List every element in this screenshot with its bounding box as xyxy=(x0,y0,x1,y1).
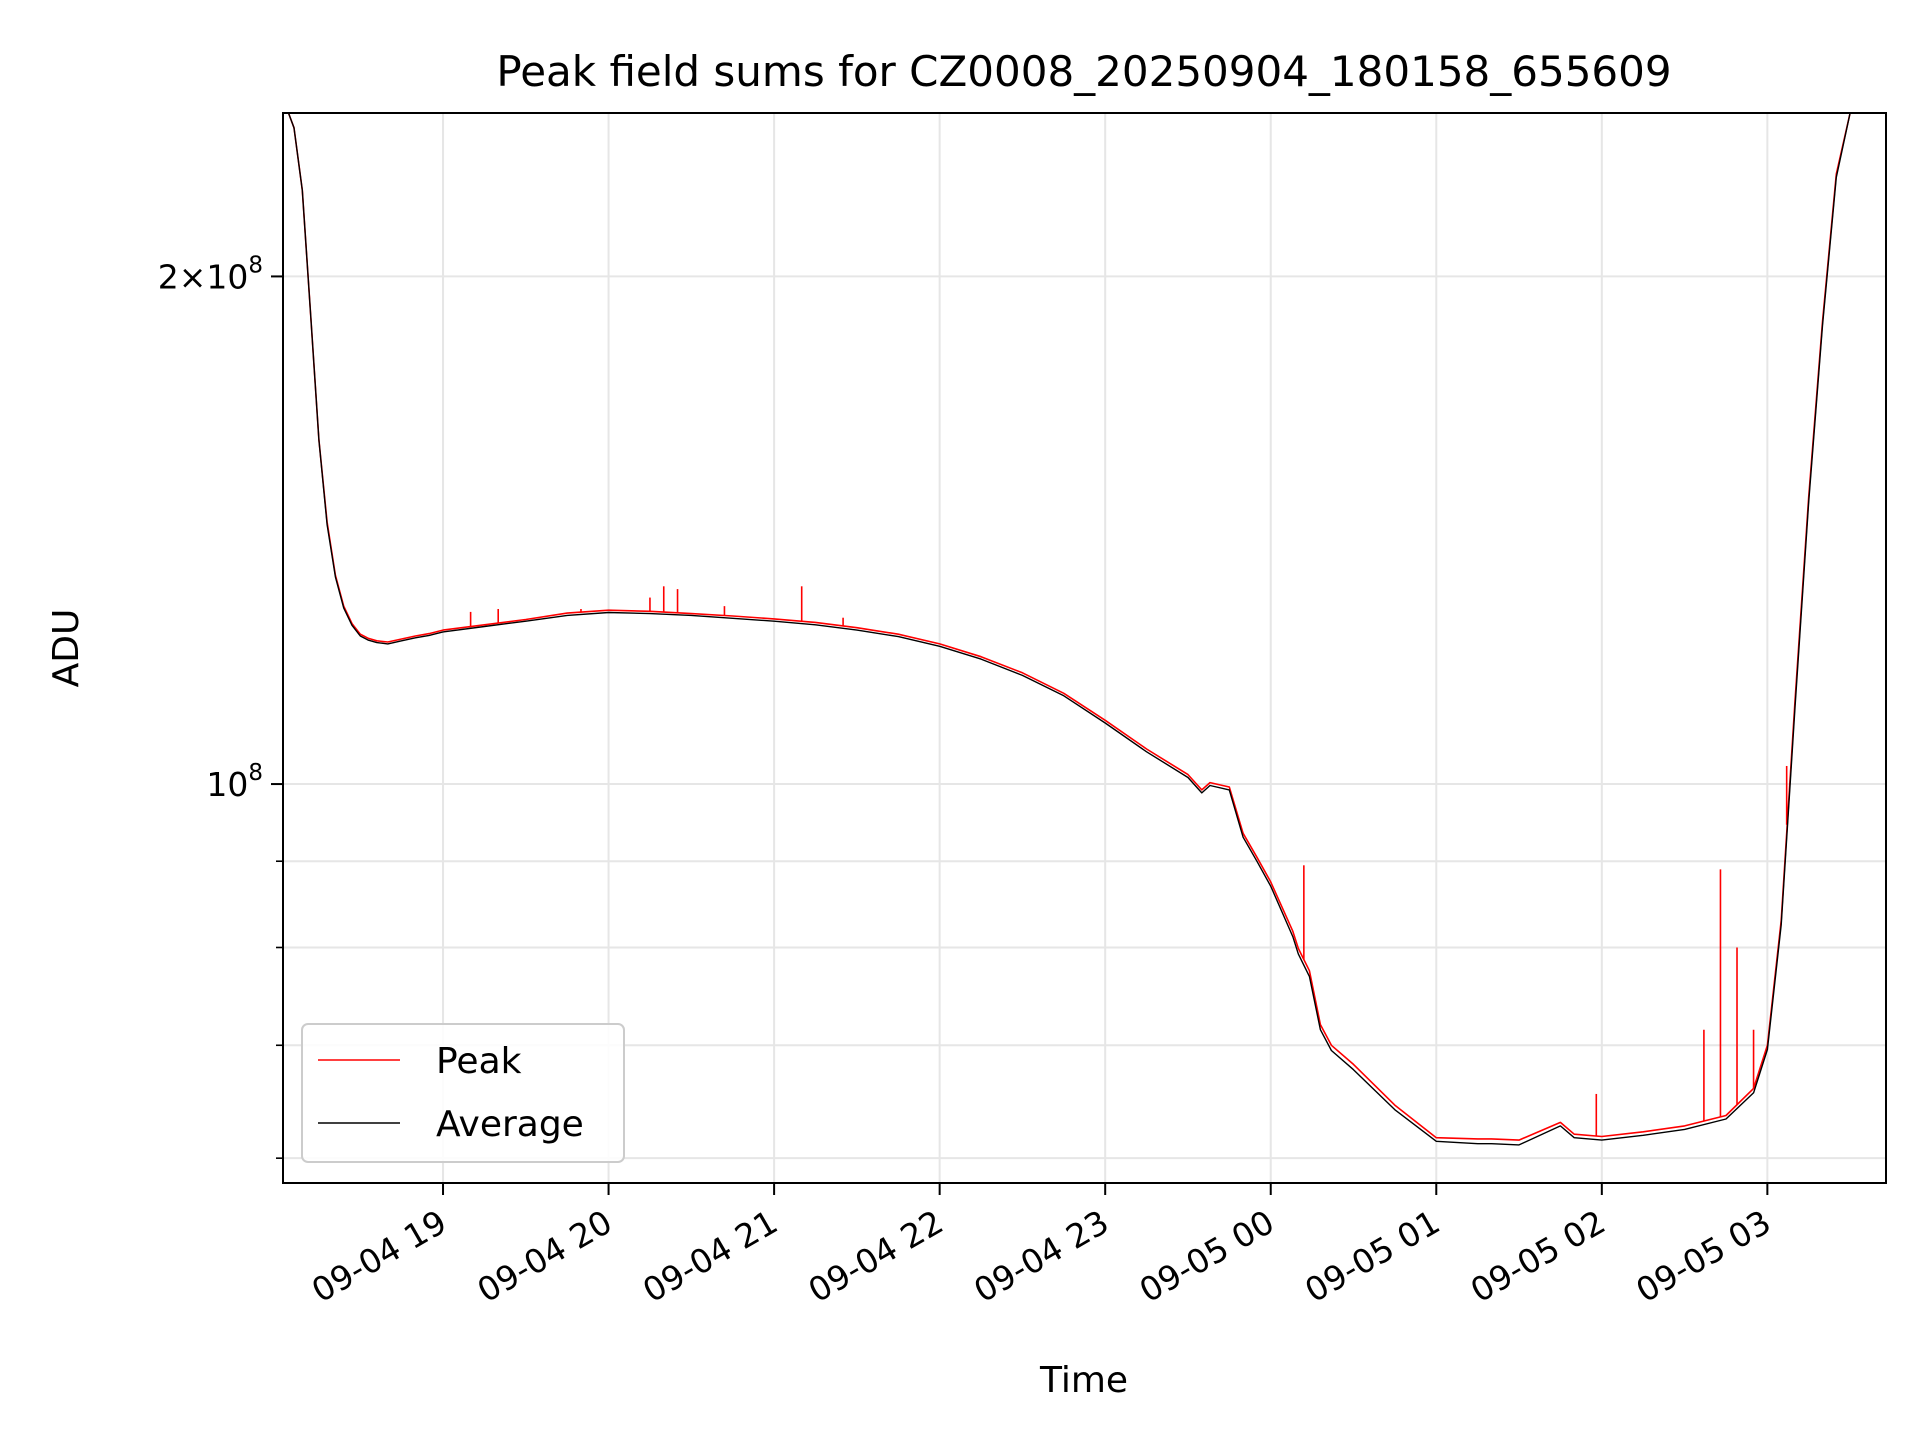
y-tick-label: 108 xyxy=(206,760,263,804)
legend-box xyxy=(301,1023,625,1163)
plot-frame xyxy=(282,112,1887,1184)
y-tick-label: 2×108 xyxy=(158,252,263,296)
legend-label-average: Average xyxy=(436,1104,584,1145)
legend-label-peak: Peak xyxy=(436,1041,522,1082)
series-line-average xyxy=(283,112,1886,1146)
series-line-peak xyxy=(283,112,1886,1141)
y-axis-label: ADU xyxy=(46,609,87,688)
chart-title: Peak field sums for CZ0008_20250904_1801… xyxy=(496,47,1671,96)
x-axis-label: Time xyxy=(1039,1360,1128,1401)
y-axis-ticks: 108 2×108 xyxy=(158,252,283,1159)
legend: Peak Average xyxy=(301,1023,625,1163)
plot-series xyxy=(283,112,1886,1146)
